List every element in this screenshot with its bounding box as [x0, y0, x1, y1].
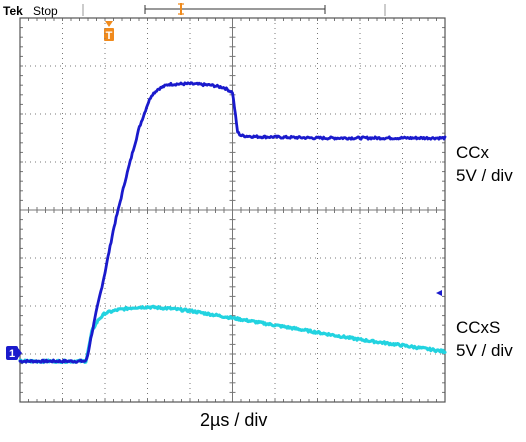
channel-1-marker[interactable]: 1	[6, 346, 22, 360]
trigger-marker-label: T	[106, 30, 113, 42]
plot-frame	[19, 17, 446, 403]
ccxs-scale-label: 5V / div	[456, 341, 513, 360]
brand-label: Tek	[3, 4, 23, 18]
run-state-label: Stop	[33, 4, 58, 18]
level-arrow-icon	[436, 290, 442, 296]
ccx-trace	[18, 81, 447, 364]
trigger-marker[interactable]: T	[104, 21, 114, 42]
ccx-channel-label: CCx	[456, 143, 490, 162]
time-scale-label: 2µs / div	[200, 410, 268, 430]
record-length-indicator	[144, 3, 326, 15]
ccx-scale-label: 5V / div	[456, 166, 513, 185]
ccxs-channel-label: CCxS	[456, 318, 501, 337]
graticule	[19, 17, 446, 403]
channel-1-marker-label: 1	[9, 348, 15, 360]
